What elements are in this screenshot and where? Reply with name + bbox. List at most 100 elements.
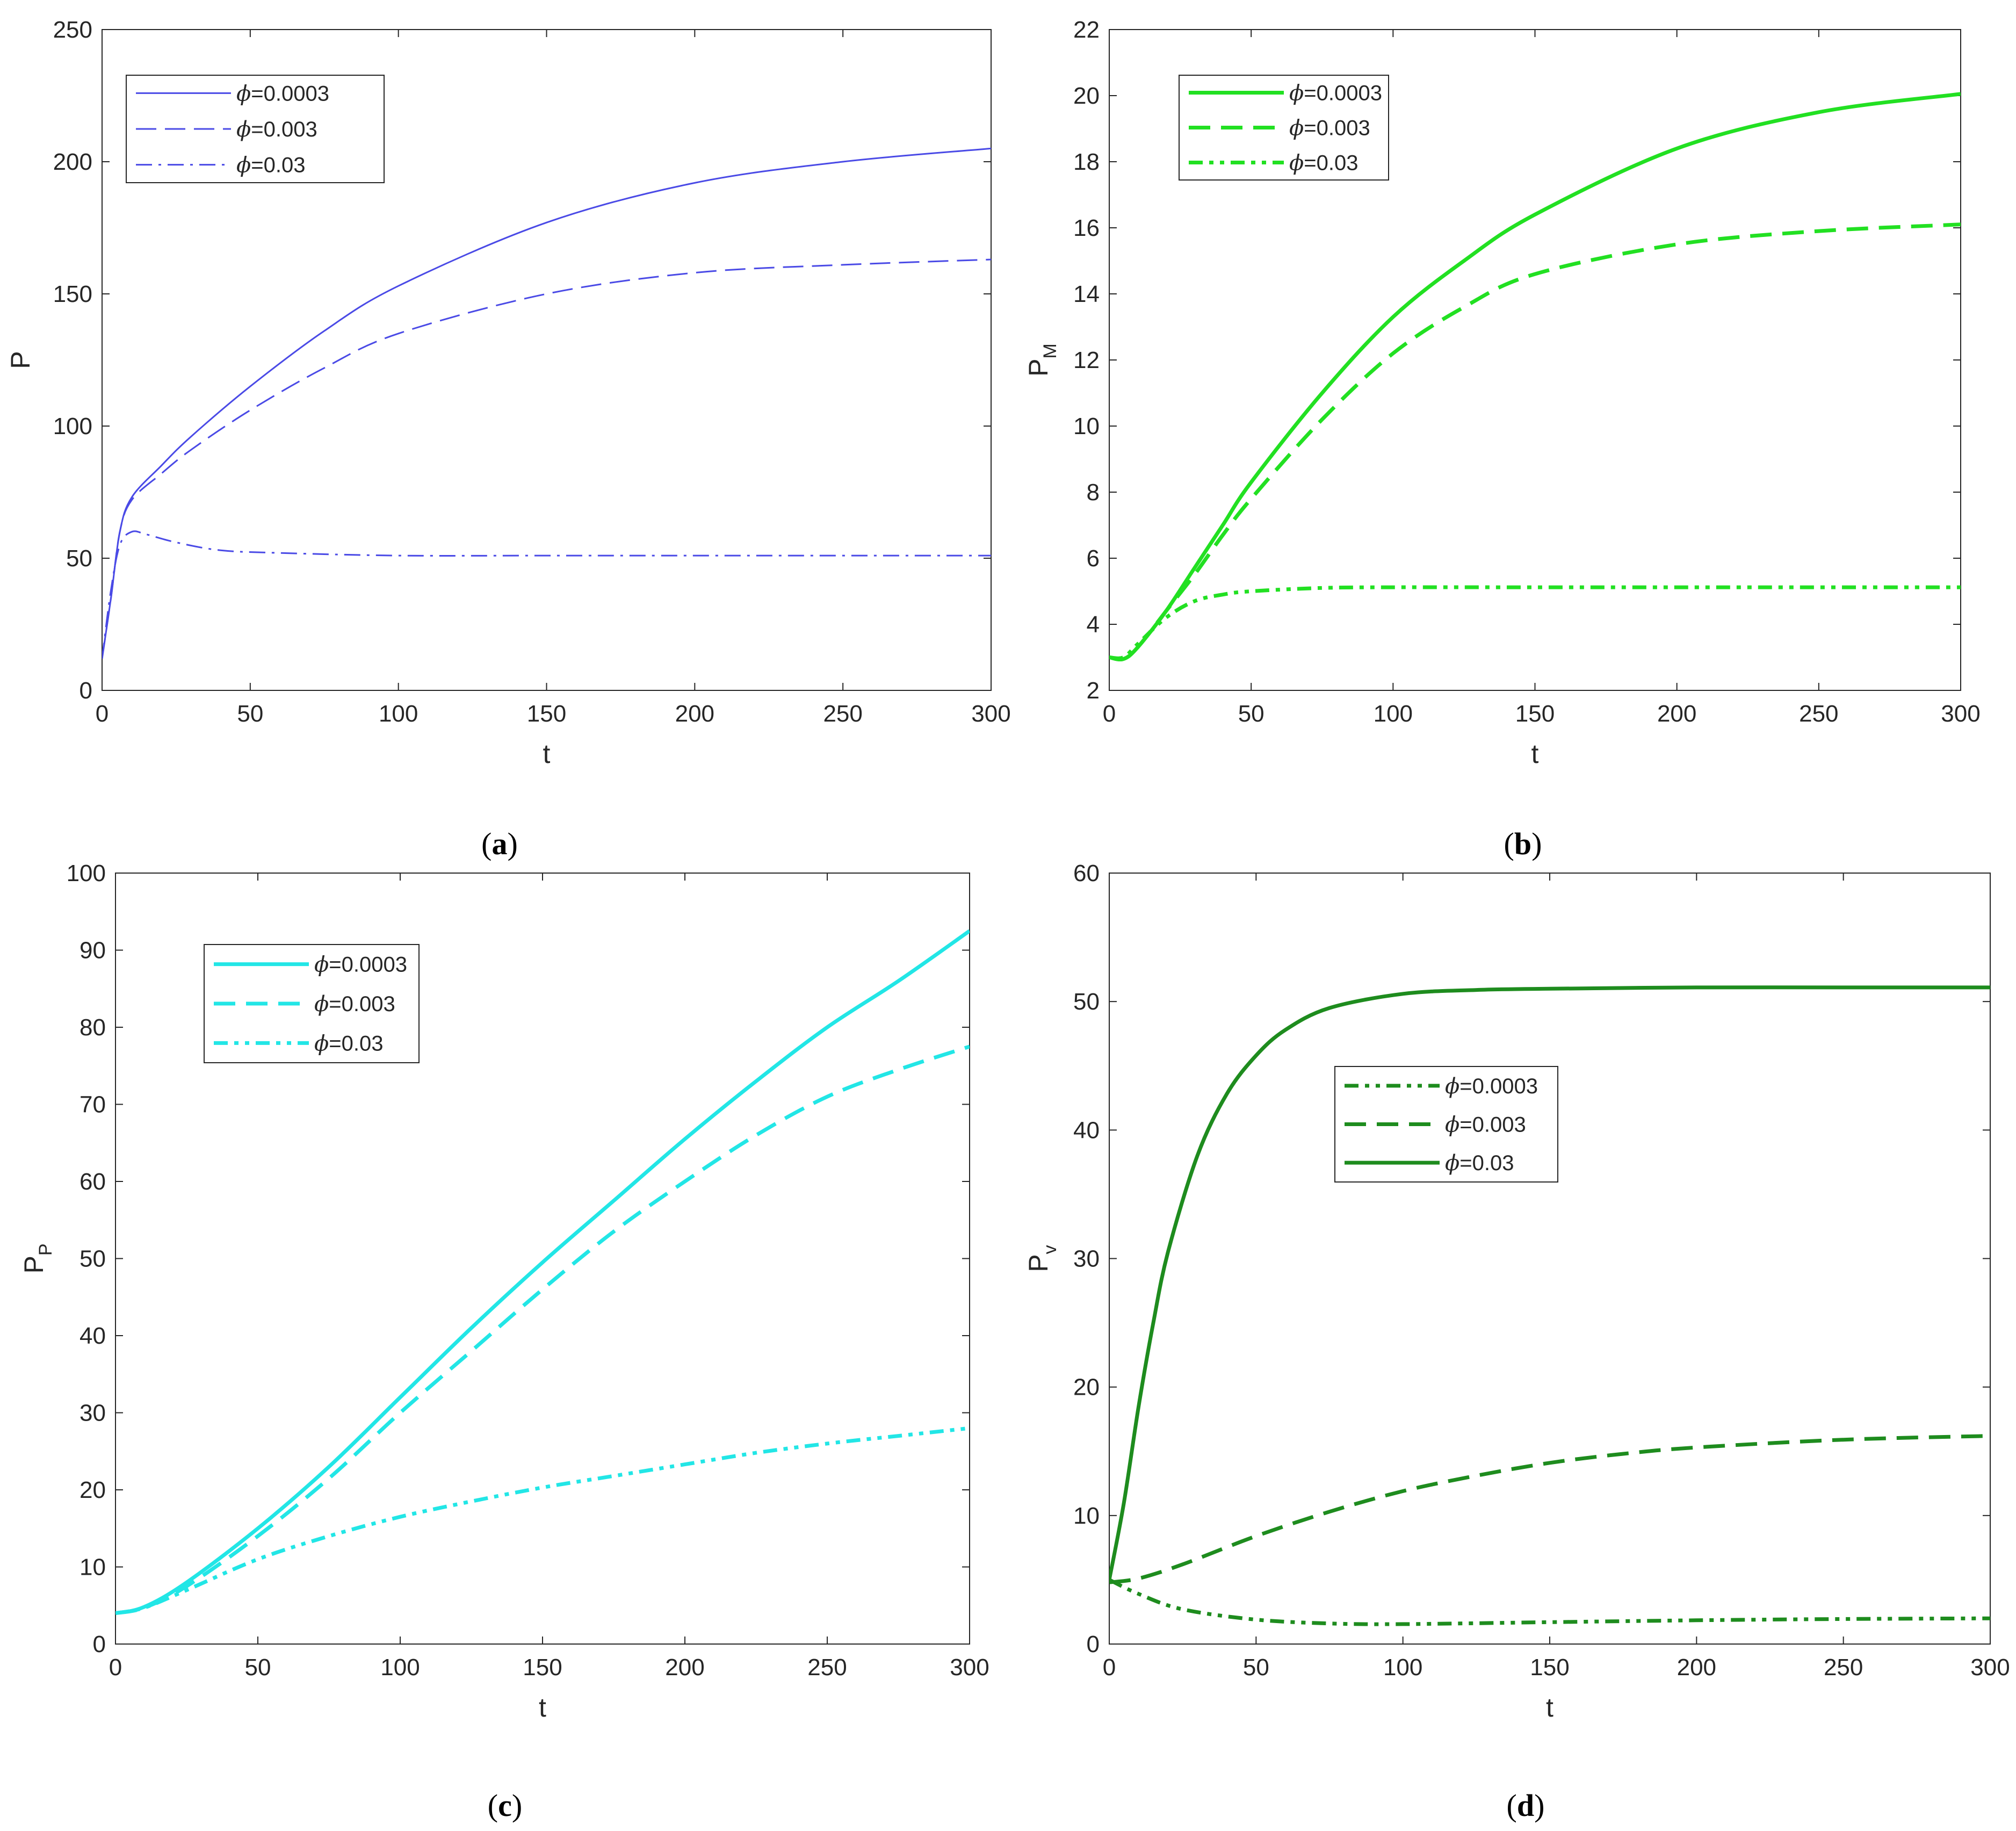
legend-entry-value: =0.0003 bbox=[1459, 1075, 1538, 1098]
panel-caption: (c) bbox=[488, 1788, 522, 1823]
y-tick-label: 2 bbox=[1087, 677, 1100, 704]
y-tick-label: 12 bbox=[1073, 347, 1100, 373]
x-tick-label: 150 bbox=[1530, 1654, 1569, 1681]
y-axis-label-sub: P bbox=[35, 1243, 56, 1256]
x-axis-label: t bbox=[1546, 1692, 1553, 1722]
chart-panel-d: 0 50 100 150 200 250 3000102030405060tPvϕ=0.00… bbox=[1023, 860, 2010, 1823]
legend-entry: ϕ=0.003 bbox=[236, 117, 317, 142]
y-tick-label: 50 bbox=[66, 545, 92, 572]
y-tick-label: 100 bbox=[53, 413, 92, 439]
legend-entry-symbol: ϕ bbox=[236, 153, 251, 178]
x-axis-label: t bbox=[543, 739, 551, 769]
x-tick-label: 100 bbox=[1383, 1654, 1422, 1681]
x-tick-label: 300 bbox=[971, 701, 1010, 727]
y-tick-label: 8 bbox=[1087, 479, 1100, 506]
x-tick-label: 200 bbox=[1677, 1654, 1716, 1681]
x-tick-label: 0 bbox=[96, 701, 109, 727]
legend-entry-value: =0.03 bbox=[1304, 152, 1358, 175]
series-line-3 bbox=[102, 530, 991, 659]
y-tick-label: 100 bbox=[67, 860, 106, 886]
legend-entry-symbol: ϕ bbox=[1445, 1113, 1459, 1137]
legend-entry-value: =0.0003 bbox=[1304, 82, 1382, 105]
caption-letter: d bbox=[1517, 1788, 1534, 1823]
x-tick-label: 100 bbox=[380, 1654, 420, 1681]
x-tick-label: 250 bbox=[807, 1654, 847, 1681]
x-tick-label: 0 bbox=[1103, 701, 1116, 727]
y-tick-label: 20 bbox=[1073, 1374, 1100, 1401]
x-tick-label: 200 bbox=[675, 701, 714, 727]
x-tick-label: 0 bbox=[1103, 1654, 1116, 1681]
x-tick-label: 300 bbox=[1970, 1654, 2010, 1681]
y-tick-label: 40 bbox=[1073, 1117, 1100, 1143]
legend-entry: ϕ=0.003 bbox=[314, 992, 395, 1017]
series-line-2 bbox=[1109, 222, 1961, 661]
y-axis-label: PP bbox=[19, 1243, 56, 1273]
legend-entry: ϕ=0.0003 bbox=[1289, 81, 1382, 106]
legend-entry-value: =0.03 bbox=[329, 1032, 383, 1055]
caption-close: ) bbox=[508, 826, 518, 861]
caption-open: ( bbox=[488, 1788, 498, 1823]
caption-close: ) bbox=[512, 1788, 522, 1823]
y-axis-label: PM bbox=[1023, 343, 1060, 377]
x-tick-label: 150 bbox=[523, 1654, 562, 1681]
y-axis-label-main: P bbox=[1023, 358, 1053, 376]
x-tick-label: 300 bbox=[950, 1654, 989, 1681]
legend-entry-symbol: ϕ bbox=[1289, 151, 1304, 176]
caption-letter: b bbox=[1514, 826, 1531, 861]
series-line-2 bbox=[115, 1044, 970, 1616]
y-tick-label: 20 bbox=[1073, 83, 1100, 109]
legend: ϕ=0.0003 ϕ=0.003 ϕ=0.03 bbox=[204, 944, 420, 1063]
series-line-2 bbox=[102, 258, 991, 659]
legend-entry-symbol: ϕ bbox=[236, 81, 251, 106]
y-tick-label: 60 bbox=[80, 1169, 106, 1195]
panel-caption: (b) bbox=[1504, 826, 1542, 861]
y-tick-label: 70 bbox=[80, 1092, 106, 1118]
caption-letter: a bbox=[492, 826, 508, 861]
caption-letter: c bbox=[498, 1788, 512, 1823]
legend-entry-value: =0.0003 bbox=[251, 82, 329, 105]
y-tick-label: 14 bbox=[1073, 281, 1100, 307]
y-tick-label: 250 bbox=[53, 17, 92, 43]
y-tick-label: 30 bbox=[80, 1400, 106, 1426]
x-tick-label: 200 bbox=[665, 1654, 704, 1681]
series-line-2 bbox=[1109, 1434, 1990, 1584]
legend-entry: ϕ=0.003 bbox=[1445, 1113, 1526, 1137]
series-line-1 bbox=[1109, 1578, 1990, 1626]
legend-entry-symbol: ϕ bbox=[1445, 1151, 1459, 1176]
chart-panel-c: 0 50 100 150 200 250 300 0 10 20 30 40 50 60 70 80 90 100… bbox=[19, 860, 989, 1823]
x-tick-label: 200 bbox=[1657, 701, 1696, 727]
x-tick-label: 150 bbox=[1515, 701, 1555, 727]
x-axis-label: t bbox=[539, 1692, 546, 1722]
legend-entry-value: =0.0003 bbox=[329, 953, 407, 977]
series-line-3 bbox=[1109, 585, 1961, 660]
y-tick-label: 10 bbox=[1073, 413, 1100, 439]
series-line-3 bbox=[1109, 985, 1990, 1581]
legend-entry: ϕ=0.0003 bbox=[314, 953, 407, 977]
y-tick-label: 30 bbox=[1073, 1246, 1100, 1272]
x-tick-label: 50 bbox=[245, 1654, 271, 1681]
caption-close: ) bbox=[1531, 826, 1542, 861]
x-tick-label: 150 bbox=[527, 701, 566, 727]
legend-entry: ϕ=0.03 bbox=[314, 1031, 383, 1056]
panel-caption: (a) bbox=[481, 826, 518, 861]
legend-entry-value: =0.03 bbox=[251, 154, 305, 177]
legend-entry-symbol: ϕ bbox=[1289, 81, 1304, 106]
x-tick-label: 250 bbox=[1799, 701, 1838, 727]
x-tick-label: 300 bbox=[1941, 701, 1980, 727]
y-tick-label: 16 bbox=[1073, 215, 1100, 241]
legend-entry: ϕ=0.03 bbox=[1289, 151, 1358, 176]
chart-panel-b: 0 50 100 150 200 250 300246810121416182022tPMϕ… bbox=[1023, 17, 1981, 861]
y-tick-label: 10 bbox=[80, 1554, 106, 1581]
legend-entry-value: =0.003 bbox=[329, 992, 395, 1016]
y-tick-label: 50 bbox=[80, 1246, 106, 1272]
legend-entry-symbol: ϕ bbox=[1289, 116, 1304, 141]
legend-entry-symbol: ϕ bbox=[1445, 1074, 1459, 1099]
legend-entry-value: =0.003 bbox=[1459, 1113, 1526, 1137]
legend-entry-value: =0.003 bbox=[251, 118, 317, 141]
legend-entry: ϕ=0.03 bbox=[1445, 1151, 1514, 1176]
y-tick-label: 20 bbox=[80, 1477, 106, 1503]
y-axis-label-main: P bbox=[1023, 1254, 1053, 1272]
legend-entry-symbol: ϕ bbox=[236, 117, 251, 142]
